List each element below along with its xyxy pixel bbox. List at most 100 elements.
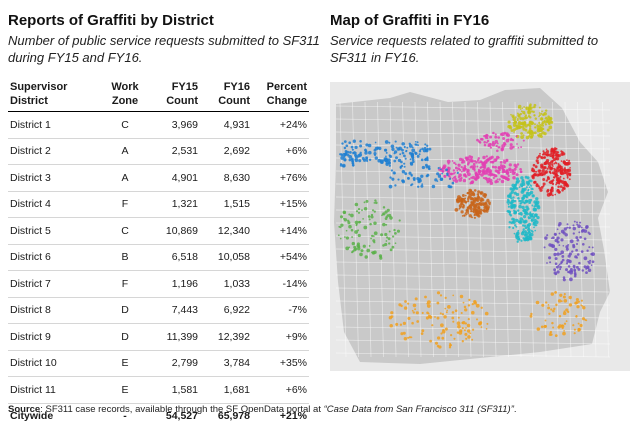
map-request-point [519,108,522,110]
map-request-point [456,171,459,175]
map-request-point [535,183,539,186]
map-street [335,118,611,124]
map-request-point [556,236,560,240]
map-request-point [572,232,575,235]
map-request-point [424,143,427,146]
map-request-point [532,106,535,109]
map-request-point [431,184,436,189]
map-request-point [546,193,551,197]
map-request-point [545,301,548,304]
map-request-point [516,231,520,236]
cell-fy16: 1,681 [200,376,252,404]
map-request-point [506,168,509,172]
map-request-point [477,157,481,160]
map-request-point [482,171,486,175]
map-request-point [565,171,569,175]
map-request-point [391,235,395,238]
map-request-point [549,166,553,170]
map-panel-header: Map of Graffiti in FY16 Service requests… [330,12,635,66]
map-request-point [509,126,513,130]
map-request-point [566,176,569,179]
map-request-point [477,210,480,214]
map-request-point [472,210,475,213]
map-request-point [548,125,553,130]
map-request-point [552,165,554,167]
map-request-point [566,226,569,229]
map-request-point [516,240,519,243]
map-request-point [434,316,436,318]
map-request-point [529,120,533,123]
map-request-point [407,176,410,180]
map-request-point [526,224,530,229]
cell-zone: E [100,376,150,404]
map-request-point [393,159,397,163]
map-request-point [522,228,525,231]
map-request-point [516,237,521,241]
map-request-point [532,194,535,197]
map-request-point [420,332,424,335]
map-request-point [458,204,463,208]
map-request-point [461,340,464,343]
map-request-point [527,217,530,220]
map-request-point [485,327,488,330]
map-request-point [552,309,555,313]
map-request-point [394,156,399,160]
map-request-point [496,178,499,181]
map-request-point [418,150,422,153]
map-request-point [517,114,521,118]
map-request-point [476,159,480,162]
map-request-point [396,147,401,151]
map-request-point [467,161,471,164]
map-request-point [544,120,547,124]
map-request-point [369,222,372,226]
map-request-point [513,211,516,215]
map-request-point [453,337,456,340]
map-request-point [539,123,542,127]
map-request-point [385,215,389,219]
map-request-point [421,165,426,170]
map-request-point [568,303,573,307]
map-request-point [507,178,510,181]
map-request-point [538,172,542,176]
map-street [335,352,611,358]
map-request-point [451,311,455,314]
map-request-point [401,170,406,174]
map-request-point [551,186,554,189]
map-request-point [437,174,442,178]
map-request-point [477,170,480,173]
map-request-point [403,145,406,149]
map-request-point [563,293,566,296]
map-request-point [384,210,388,214]
map-request-point [522,121,527,126]
map-request-point [405,149,408,152]
map-request-point [521,117,525,121]
map-request-point [442,166,445,170]
map-request-point [543,166,547,169]
cell-zone: D [100,323,150,351]
map-request-point [567,270,570,274]
map-request-point [537,128,540,131]
map-request-point [507,210,511,213]
map-request-point [568,174,572,177]
map-request-point [560,150,563,153]
map-request-point [365,199,369,203]
map-request-point [529,184,532,186]
map-request-point [541,153,544,156]
map-request-point [460,165,463,169]
source-link[interactable]: “Case Data from San Francisco 311 (SF311… [323,404,514,415]
map-request-point [476,175,480,180]
map-request-point [585,319,588,322]
map-request-point [563,329,565,332]
map-request-point [575,265,579,269]
map-request-point [343,146,347,150]
map-request-point [554,334,558,337]
map-request-point [588,246,591,249]
map-request-point [500,148,504,152]
map-request-point [454,309,458,312]
map-request-point [582,305,586,310]
map-request-point [454,171,456,174]
header-fy15: FY15 Count [150,79,200,112]
map-request-point [565,161,570,166]
map-request-point [409,158,412,161]
map-request-point [429,339,432,343]
